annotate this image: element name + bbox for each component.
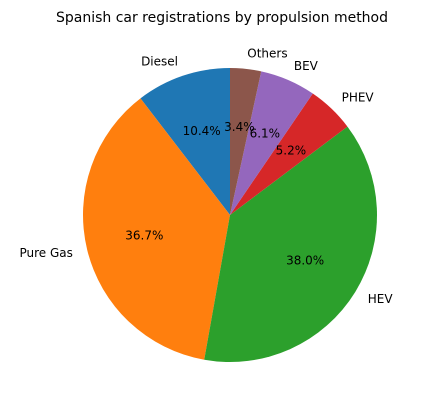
pie-slice-others	[230, 68, 262, 215]
chart-title: Spanish car registrations by propulsion …	[56, 10, 388, 26]
category-label-diesel: Diesel	[141, 54, 178, 68]
pie-slices	[83, 68, 377, 362]
pie-slice-phev	[230, 93, 348, 215]
category-label-pure-gas: Pure Gas	[19, 246, 72, 260]
category-label-phev: PHEV	[342, 90, 375, 104]
percentage-labels: 10.4% 36.7% 38.0% 5.2% 6.1%3.4%	[125, 120, 324, 268]
percentage-label-bev: 6.1%	[250, 126, 281, 140]
pie-slice-diesel	[140, 68, 230, 215]
percentage-label-phev: 5.2%	[276, 144, 307, 158]
category-label-bev: BEV	[294, 59, 319, 73]
category-labels: Diesel Pure Gas HEV PHEV BEV Others	[19, 47, 393, 306]
percentage-label-diesel: 10.4%	[183, 124, 221, 138]
pie-slice-bev	[230, 71, 313, 215]
percentage-label-others: 3.4%	[224, 120, 255, 134]
percentage-label-hev: 38.0%	[286, 254, 324, 268]
pie-slice-pure-gas	[83, 98, 230, 360]
percentage-label-pure-gas: 36.7%	[125, 228, 163, 242]
pie-slice-hev	[204, 126, 377, 362]
category-label-others: Others	[247, 47, 287, 61]
category-label-hev: HEV	[368, 292, 394, 306]
